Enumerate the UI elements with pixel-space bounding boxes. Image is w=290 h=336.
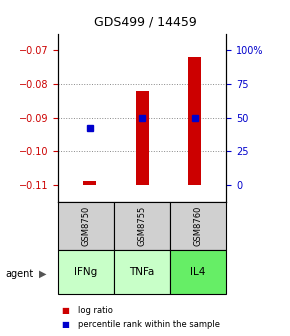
Bar	[135, 91, 149, 185]
Text: IL4: IL4	[191, 267, 206, 277]
Text: IFNg: IFNg	[75, 267, 98, 277]
Text: ■: ■	[61, 320, 69, 329]
Bar	[114, 250, 170, 294]
Text: TNFa: TNFa	[129, 267, 155, 277]
Text: GSM8755: GSM8755	[137, 206, 147, 246]
Text: GSM8760: GSM8760	[194, 206, 203, 246]
Bar	[188, 57, 201, 185]
Text: percentile rank within the sample: percentile rank within the sample	[78, 320, 220, 329]
Bar	[170, 202, 226, 250]
Text: ■: ■	[61, 306, 69, 315]
Text: GDS499 / 14459: GDS499 / 14459	[94, 15, 196, 28]
Bar	[83, 181, 96, 185]
Text: ▶: ▶	[39, 269, 47, 279]
Text: log ratio: log ratio	[78, 306, 113, 315]
Bar	[58, 250, 114, 294]
Bar	[170, 250, 226, 294]
Text: agent: agent	[6, 269, 34, 279]
Bar	[114, 202, 170, 250]
Bar	[58, 202, 114, 250]
Text: GSM8750: GSM8750	[81, 206, 90, 246]
